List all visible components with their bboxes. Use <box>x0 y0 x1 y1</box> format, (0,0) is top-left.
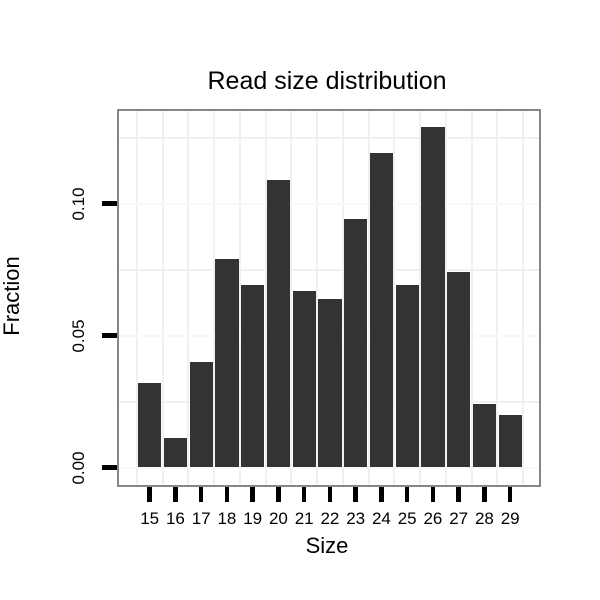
x-tick-label: 24 <box>371 509 391 528</box>
bar-18 <box>215 259 239 468</box>
x-tick-mark <box>276 487 281 502</box>
chart-title: Read size distribution <box>207 67 447 95</box>
gridline-vertical <box>316 111 319 485</box>
bar-24 <box>369 153 394 468</box>
gridline-vertical <box>341 111 344 485</box>
bar-20 <box>266 179 291 468</box>
gridline-vertical <box>187 111 190 485</box>
x-axis-title: Size <box>305 533 349 558</box>
bar-27 <box>447 272 471 468</box>
gridline-vertical <box>290 111 293 485</box>
x-tick-label: 28 <box>474 509 494 528</box>
gridline-major <box>119 466 539 469</box>
x-tick-mark <box>250 487 255 502</box>
x-tick-label: 20 <box>268 509 288 528</box>
gridline-vertical <box>393 111 396 485</box>
bar-19 <box>241 285 265 468</box>
x-tick-label: 21 <box>294 509 314 528</box>
y-tick-label: 0.00 <box>69 450 88 485</box>
gridline-vertical <box>238 111 241 485</box>
x-tick-label: 26 <box>423 509 443 528</box>
plot-panel <box>117 109 541 487</box>
y-tick-mark <box>102 333 117 338</box>
y-tick-mark <box>102 465 117 470</box>
y-tick-label: 0.10 <box>69 187 88 221</box>
bar-21 <box>292 290 316 468</box>
bar-15 <box>138 383 162 468</box>
bar-29 <box>498 414 522 468</box>
gridline-vertical <box>213 111 216 485</box>
gridline-major <box>119 202 539 205</box>
gridline-vertical <box>496 111 499 485</box>
y-tick-label: 0.05 <box>69 319 88 353</box>
bar-26 <box>421 127 445 468</box>
y-tick-mark <box>102 201 117 206</box>
x-tick-label: 15 <box>140 509 160 528</box>
gridline-vertical <box>161 111 164 485</box>
x-tick-mark <box>327 487 333 502</box>
x-tick-label: 18 <box>217 509 237 528</box>
x-tick-mark <box>224 487 230 502</box>
x-tick-mark <box>173 487 178 502</box>
gridline-vertical <box>264 111 267 485</box>
x-tick-mark <box>301 487 307 502</box>
bar-17 <box>189 361 213 468</box>
x-tick-mark <box>507 487 513 502</box>
bar-16 <box>163 438 188 468</box>
y-axis-title: Fraction <box>0 256 24 336</box>
x-tick-label: 22 <box>320 509 340 528</box>
bar-23 <box>344 219 368 468</box>
x-tick-label: 27 <box>449 509 469 528</box>
gridline-minor <box>119 136 539 139</box>
x-tick-mark <box>353 487 358 502</box>
x-tick-mark <box>147 487 152 502</box>
bar-28 <box>472 404 497 468</box>
x-tick-mark <box>404 487 410 502</box>
gridline-vertical <box>522 111 525 485</box>
bar-22 <box>318 298 342 468</box>
gridline-vertical <box>419 111 422 485</box>
x-tick-mark <box>379 487 384 502</box>
x-tick-label: 16 <box>165 509 185 528</box>
gridline-vertical <box>444 111 447 485</box>
x-tick-mark <box>198 487 204 502</box>
gridline-vertical <box>367 111 370 485</box>
gridline-vertical <box>135 111 138 485</box>
x-tick-label: 19 <box>243 509 263 528</box>
x-tick-mark <box>456 487 461 502</box>
x-tick-label: 17 <box>191 509 211 528</box>
x-tick-label: 29 <box>500 509 520 528</box>
x-tick-label: 25 <box>397 509 417 528</box>
bar-25 <box>395 285 419 468</box>
gridline-minor <box>119 268 539 271</box>
x-tick-mark <box>430 487 436 502</box>
gridline-vertical <box>470 111 473 485</box>
x-tick-mark <box>482 487 487 502</box>
x-tick-label: 23 <box>346 509 366 528</box>
